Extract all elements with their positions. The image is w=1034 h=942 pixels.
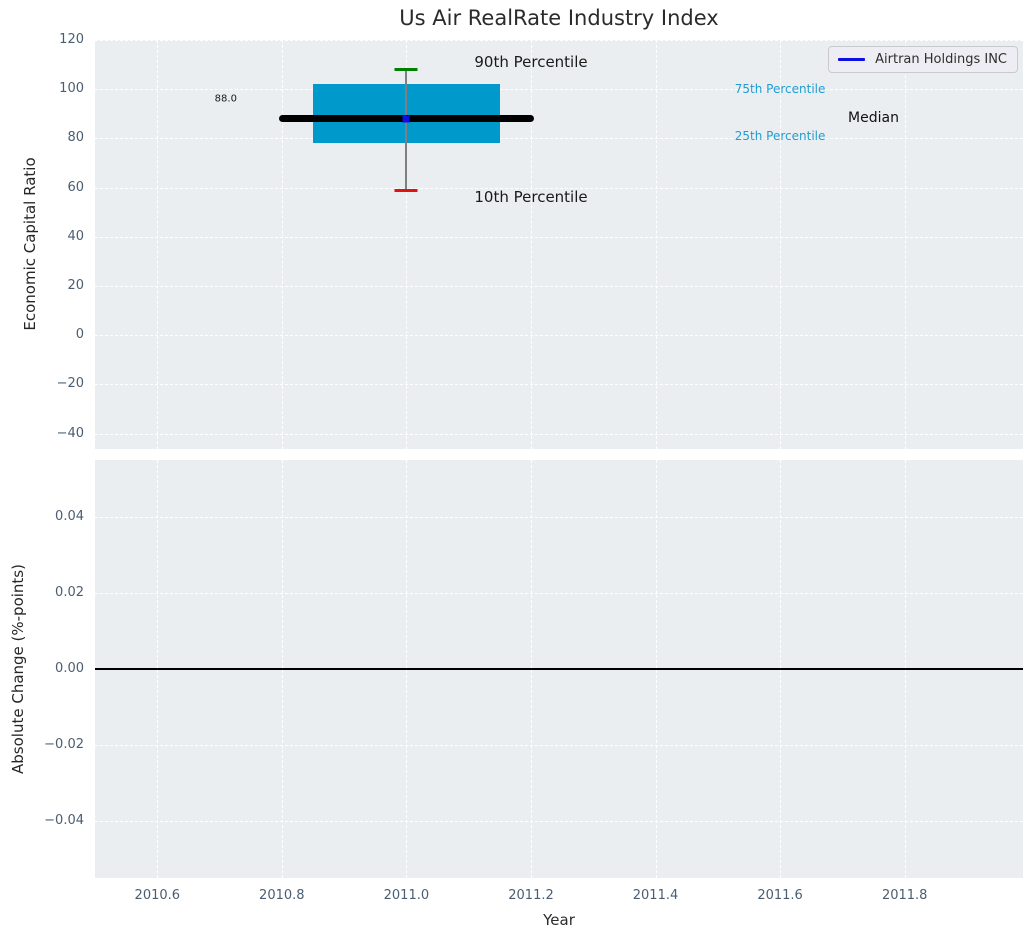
p90-annotation: 90th Percentile [474, 53, 588, 72]
gridline [95, 384, 1023, 386]
y-tick-label: 0.00 [55, 661, 84, 676]
y-tick-label: 80 [67, 130, 84, 146]
y-tick-label: 0 [75, 327, 84, 343]
y-tick-label: 20 [67, 277, 84, 293]
x-tick-label: 2011.6 [757, 888, 803, 903]
gridline [95, 745, 1023, 746]
gridline [95, 517, 1023, 518]
x-axis-label: Year [543, 911, 575, 929]
gridline [95, 821, 1023, 822]
p75-annotation: 75th Percentile [734, 82, 826, 97]
legend-label: Airtran Holdings INC [875, 52, 1007, 67]
y-tick-label: 40 [67, 228, 84, 244]
y-tick-label: −20 [56, 376, 84, 392]
gridline [281, 40, 283, 449]
company-marker [402, 115, 410, 123]
y-tick-label: −0.02 [44, 737, 84, 752]
x-tick-label: 2011.4 [632, 888, 679, 903]
x-tick-label: 2011.2 [508, 888, 554, 903]
x-tick-label: 2010.6 [134, 888, 181, 903]
y-tick-label: −40 [56, 425, 84, 441]
top-axes: 90th Percentile 10th Percentile 75th Per… [95, 40, 1023, 449]
gridline [95, 433, 1023, 435]
y-tick-label: 100 [59, 81, 84, 97]
gridline [95, 40, 1023, 41]
chart-title: Us Air RealRate Industry Index [399, 6, 719, 30]
y-tick-label: 60 [67, 179, 84, 195]
gridline [904, 40, 906, 449]
gridline [95, 593, 1023, 594]
gridline [406, 40, 408, 449]
zero-line [95, 668, 1023, 670]
p10-annotation: 10th Percentile [474, 188, 588, 207]
legend: Airtran Holdings INC [828, 46, 1018, 73]
gridline [655, 40, 657, 449]
gridline [157, 40, 159, 449]
y-tick-label: 0.04 [55, 509, 84, 524]
gridline [95, 187, 1023, 189]
median-annotation: Median [848, 109, 899, 126]
gridline [95, 335, 1023, 337]
gridline [780, 40, 782, 449]
x-tick-label: 2011.0 [383, 888, 430, 903]
whisker-line [405, 69, 408, 190]
gridline [531, 40, 532, 449]
x-tick-label: 2010.8 [259, 888, 305, 903]
y-tick-label: 120 [59, 32, 84, 47]
gridline [95, 236, 1023, 238]
y-tick-label: −0.04 [44, 813, 84, 828]
y-tick-label: 0.02 [55, 585, 84, 600]
x-tick-label: 2011.8 [881, 888, 928, 903]
bottom-axes [95, 460, 1023, 878]
gridline [95, 89, 1023, 91]
p90-cap [394, 68, 418, 71]
legend-line-swatch [838, 58, 866, 61]
p25-annotation: 25th Percentile [734, 128, 826, 143]
gridline [95, 285, 1023, 287]
p10-cap [394, 188, 418, 192]
company-value-annotation: 88.0 [214, 93, 237, 105]
gridline [95, 138, 1023, 140]
